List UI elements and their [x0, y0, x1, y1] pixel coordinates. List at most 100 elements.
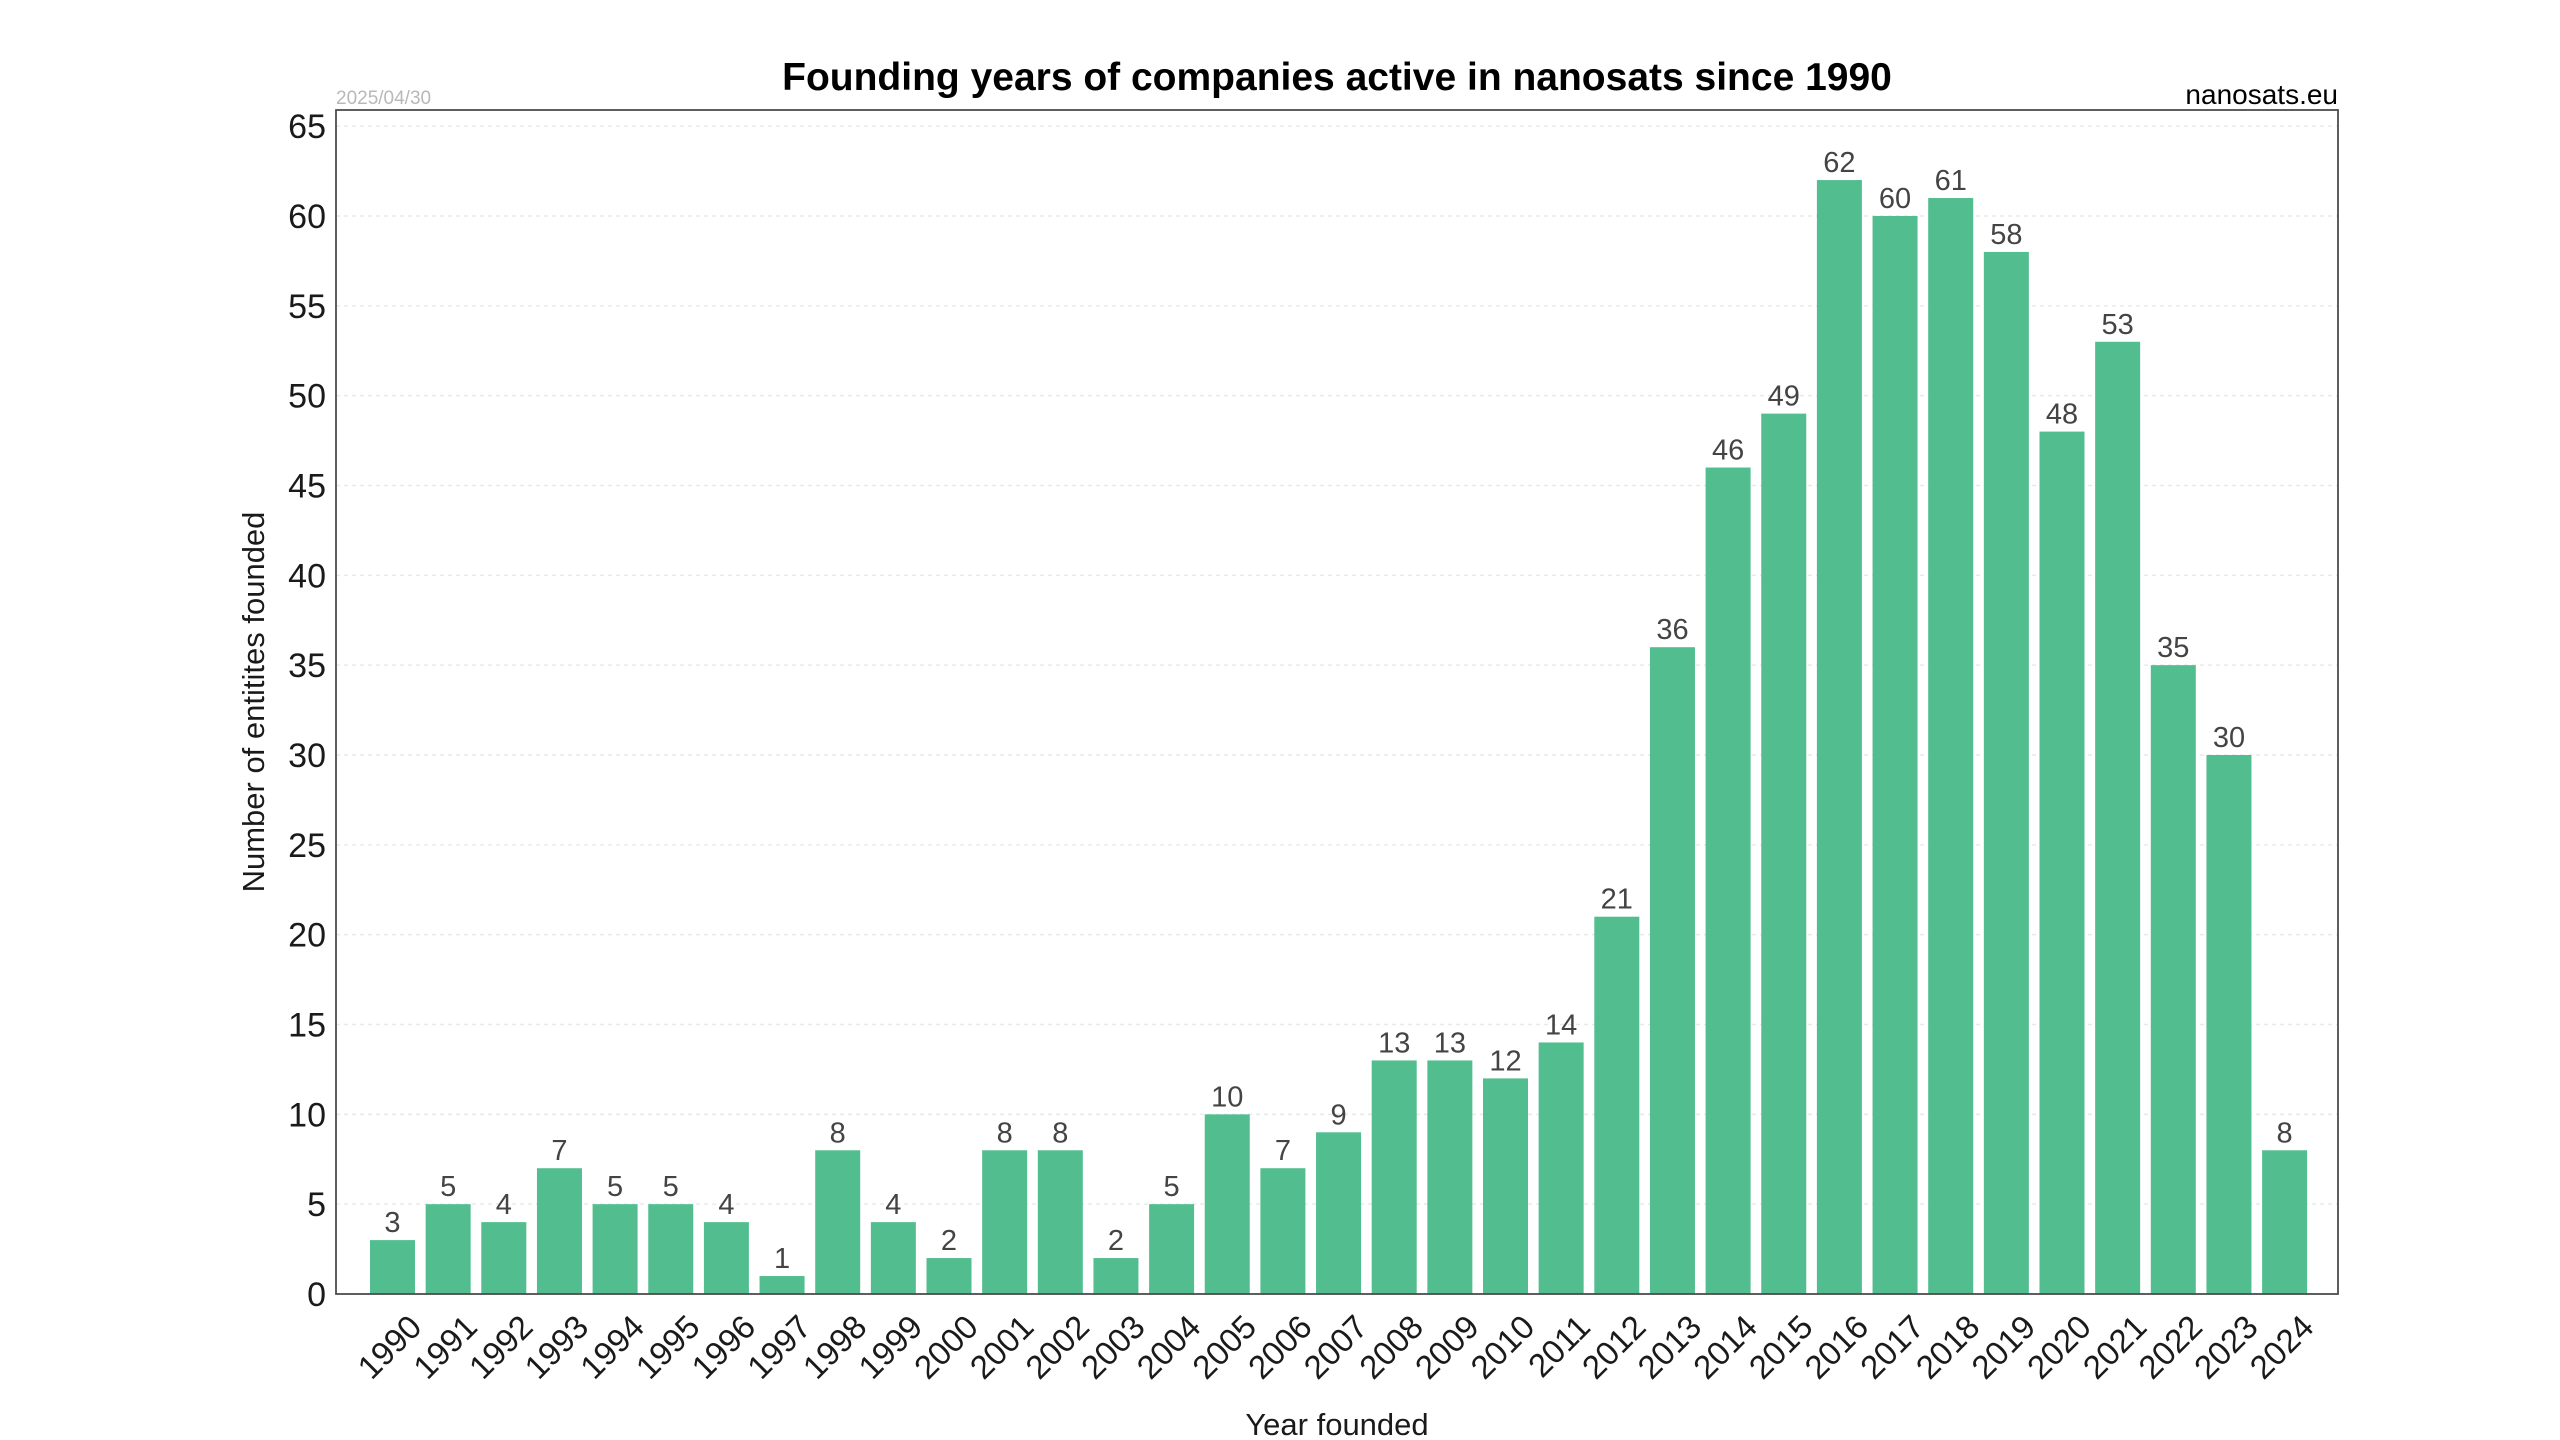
- x-tick-label: 1999: [851, 1308, 929, 1386]
- x-tick-label: 2005: [1185, 1308, 1263, 1386]
- bar-value-label: 1: [774, 1243, 790, 1275]
- bar: [2206, 755, 2252, 1294]
- y-tick-label: 30: [288, 737, 326, 775]
- bar-value-label: 8: [830, 1117, 846, 1149]
- x-tick-label: 2015: [1742, 1308, 1820, 1386]
- bar-value-label: 8: [1052, 1117, 1068, 1149]
- bar-value-label: 13: [1378, 1027, 1410, 1059]
- bar: [926, 1258, 972, 1294]
- x-tick-label: 2009: [1408, 1308, 1486, 1386]
- bar-value-label: 58: [1990, 219, 2022, 251]
- bar-value-label: 7: [551, 1135, 567, 1167]
- x-tick-label: 2018: [1909, 1308, 1987, 1386]
- y-tick-label: 60: [288, 198, 326, 236]
- x-tick-label: 2021: [2075, 1308, 2153, 1386]
- bar: [425, 1204, 471, 1294]
- bar: [648, 1204, 694, 1294]
- x-tick-label: 2020: [2020, 1308, 2098, 1386]
- bar: [1649, 647, 1695, 1294]
- bar: [1316, 1132, 1362, 1294]
- bar: [815, 1150, 861, 1294]
- x-tick-label: 2017: [1853, 1308, 1931, 1386]
- x-tick-label: 2007: [1296, 1308, 1374, 1386]
- x-tick-label: 1995: [629, 1308, 707, 1386]
- source-label: nanosats.eu: [2185, 79, 2338, 110]
- x-tick-label: 1992: [462, 1308, 540, 1386]
- x-tick-label: 1997: [740, 1308, 818, 1386]
- x-tick-label: 2023: [2187, 1308, 2265, 1386]
- bar: [1816, 180, 1862, 1295]
- bar-value-label: 5: [607, 1171, 623, 1203]
- bar-value-label: 14: [1545, 1009, 1577, 1041]
- bar-value-label: 61: [1935, 165, 1967, 197]
- x-tick-label: 1996: [684, 1308, 762, 1386]
- bar: [2150, 665, 2196, 1294]
- bar-value-label: 21: [1601, 884, 1633, 916]
- chart-title: Founding years of companies active in na…: [782, 56, 1892, 99]
- bar-value-label: 13: [1434, 1027, 1466, 1059]
- bar: [592, 1204, 638, 1294]
- bar: [1538, 1042, 1584, 1294]
- bar-value-label: 7: [1275, 1135, 1291, 1167]
- y-tick-label: 20: [288, 917, 326, 955]
- bars: [370, 180, 2308, 1295]
- plot-frame: [335, 109, 2339, 1295]
- y-tick-label: 40: [288, 557, 326, 595]
- x-tick-label: 2013: [1630, 1308, 1708, 1386]
- bar-value-label: 4: [496, 1189, 512, 1221]
- x-tick-label: 2006: [1241, 1308, 1319, 1386]
- x-tick-label: 2016: [1797, 1308, 1875, 1386]
- x-tick-label: 2000: [907, 1308, 985, 1386]
- y-tick-label: 10: [288, 1096, 326, 1134]
- x-tick-label: 2012: [1575, 1308, 1653, 1386]
- bar: [2039, 431, 2085, 1295]
- bar-value-label: 3: [384, 1207, 400, 1239]
- grid-lines: [336, 125, 2338, 1205]
- bar: [759, 1276, 805, 1294]
- bar-value-label: 53: [2102, 309, 2134, 341]
- y-axis-label: Number of entitites founded: [236, 512, 271, 893]
- bar: [2262, 1150, 2308, 1294]
- bar: [703, 1222, 749, 1294]
- bar: [1149, 1204, 1195, 1294]
- x-tick-label: 2024: [2242, 1308, 2320, 1386]
- bar: [1093, 1258, 1139, 1294]
- bar-value-label: 62: [1823, 147, 1855, 179]
- x-tick-label: 1998: [796, 1308, 874, 1386]
- bar-value-label: 4: [718, 1189, 734, 1221]
- y-tick-label: 15: [288, 1007, 326, 1045]
- y-axis-ticks: 0 5 10 15 20 25 30 35 40 45 50 55 60 65: [288, 108, 326, 1314]
- x-tick-label: 2022: [2131, 1308, 2209, 1386]
- bar: [2095, 341, 2141, 1294]
- x-axis-ticks: 1990199119921993199419951996199719981999…: [350, 1308, 2320, 1386]
- bar: [1483, 1078, 1528, 1294]
- y-tick-label: 0: [307, 1276, 326, 1314]
- bar-value-label: 4: [885, 1189, 901, 1221]
- y-tick-label: 25: [288, 827, 326, 865]
- bar-value-label: 46: [1712, 435, 1744, 467]
- bar-value-label: 2: [941, 1225, 957, 1257]
- bar: [370, 1240, 415, 1294]
- x-tick-label: 2019: [1964, 1308, 2042, 1386]
- y-tick-label: 35: [288, 647, 326, 685]
- x-tick-label: 2002: [1018, 1308, 1096, 1386]
- bar-value-label: 5: [440, 1171, 456, 1203]
- x-tick-label: 2014: [1686, 1308, 1764, 1386]
- x-tick-label: 2010: [1463, 1308, 1541, 1386]
- bar-value-label: 60: [1879, 183, 1911, 215]
- bar: [536, 1168, 582, 1294]
- bar-value-label: 36: [1656, 614, 1688, 646]
- bar: [1761, 413, 1807, 1295]
- bar-value-label: 5: [663, 1171, 679, 1203]
- y-tick-label: 5: [307, 1186, 326, 1224]
- x-tick-label: 1991: [406, 1308, 484, 1386]
- x-axis-label: Year founded: [1245, 1407, 1428, 1440]
- bar: [1260, 1168, 1306, 1294]
- bar-value-label: 48: [2046, 399, 2078, 431]
- bar-value-label: 9: [1330, 1099, 1346, 1131]
- bar: [1983, 251, 2029, 1294]
- x-tick-label: 2008: [1352, 1308, 1430, 1386]
- bar: [1427, 1060, 1473, 1294]
